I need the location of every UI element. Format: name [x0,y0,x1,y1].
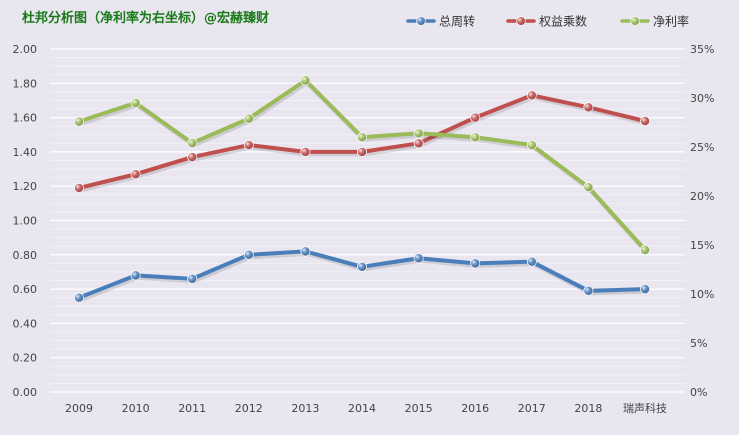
series-layer [74,75,651,303]
data-point-shine [74,116,84,127]
data-point-shine [527,257,537,267]
legend-swatch-shine [516,16,526,26]
right-tick-label: 30% [690,92,714,105]
data-point-shine [640,245,650,255]
legend-item: 权益乘数 [506,14,587,29]
data-point-shine [414,253,424,263]
data-point-shine [583,102,594,112]
data-point-shine [583,286,594,296]
legend-label: 权益乘数 [539,14,587,29]
chart-title: 杜邦分析图（净利率为右坐标）@宏赫臻财 [22,10,269,26]
series-3 [74,75,651,255]
left-tick-label: 2.00 [13,43,38,56]
x-tick-label: 2018 [574,402,602,415]
data-point-shine [470,132,480,142]
x-tick-label: 2009 [65,402,93,415]
x-tick-label: 2014 [348,402,376,415]
data-point-shine [527,90,537,100]
left-tick-label: 0.00 [13,386,38,399]
legend: 总周转 权益乘数 净利率 [406,14,689,29]
data-point-shine [470,113,480,123]
left-tick-label: 1.80 [13,77,38,90]
x-tick-label: 2012 [235,402,263,415]
data-point-shine [131,169,141,179]
data-point-shine [583,182,594,192]
left-tick-label: 0.20 [13,352,38,365]
x-tick-label: 2017 [518,402,546,415]
left-tick-label: 1.20 [13,180,38,193]
left-tick-label: 1.40 [13,146,38,159]
series-2 [74,90,651,193]
x-axis-ticks: 2009 2010 2011 2012 2013 2014 2015 2016 2017 2018… [65,401,667,415]
right-tick-label: 25% [690,141,714,154]
x-tick-label: 2010 [122,402,150,415]
left-tick-label: 1.00 [13,215,38,228]
left-tick-label: 0.80 [13,249,38,262]
x-tick-label: 2011 [178,402,206,415]
left-axis-ticks: 0.00 0.20 0.40 0.60 0.80 1.00 1.20 1.40 1.60 1.80… [13,43,38,399]
data-point-shine [74,293,84,303]
right-tick-label: 20% [690,190,714,203]
legend-swatch-shine [416,16,426,26]
data-point-shine [244,113,254,124]
series-1 [74,246,651,303]
data-point-shine [470,258,480,268]
data-point-shine [357,262,367,272]
data-point-shine [414,138,424,148]
right-tick-label: 5% [690,337,707,350]
data-point-shine [640,116,650,126]
right-tick-label: 35% [690,43,714,56]
data-point-shine [357,132,367,142]
gridlines [50,48,685,393]
left-tick-label: 1.60 [13,112,38,125]
data-point-shine [187,152,197,162]
right-tick-label: 15% [690,239,714,252]
data-point-shine [131,270,141,280]
data-point-shine [244,250,254,260]
data-point-shine [74,183,84,193]
data-point-shine [414,128,424,138]
legend-item: 总周转 [406,14,475,29]
left-tick-label: 0.40 [13,317,38,330]
data-point-shine [300,246,310,256]
data-point-shine [300,75,310,85]
data-point-shine [187,274,197,284]
x-tick-label: 瑞声科技 [623,401,667,415]
data-point-shine [244,140,254,150]
data-point-shine [187,138,197,148]
x-tick-label: 2013 [291,402,319,415]
legend-label: 总周转 [439,14,475,29]
data-point-shine [640,284,650,294]
right-tick-label: 10% [690,288,714,301]
right-axis-ticks: 0% 5% 10% 15% 20% 25% 30% 35% [690,43,714,399]
left-tick-label: 0.60 [13,283,38,296]
legend-item: 净利率 [620,14,689,29]
legend-label: 净利率 [653,14,689,29]
data-point-shine [131,98,141,108]
x-tick-label: 2016 [461,402,489,415]
data-point-shine [527,140,537,150]
right-tick-label: 0% [690,386,707,399]
data-point-shine [300,147,310,157]
legend-swatch-shine [630,16,640,26]
x-tick-label: 2015 [405,402,433,415]
data-point-shine [357,147,367,157]
